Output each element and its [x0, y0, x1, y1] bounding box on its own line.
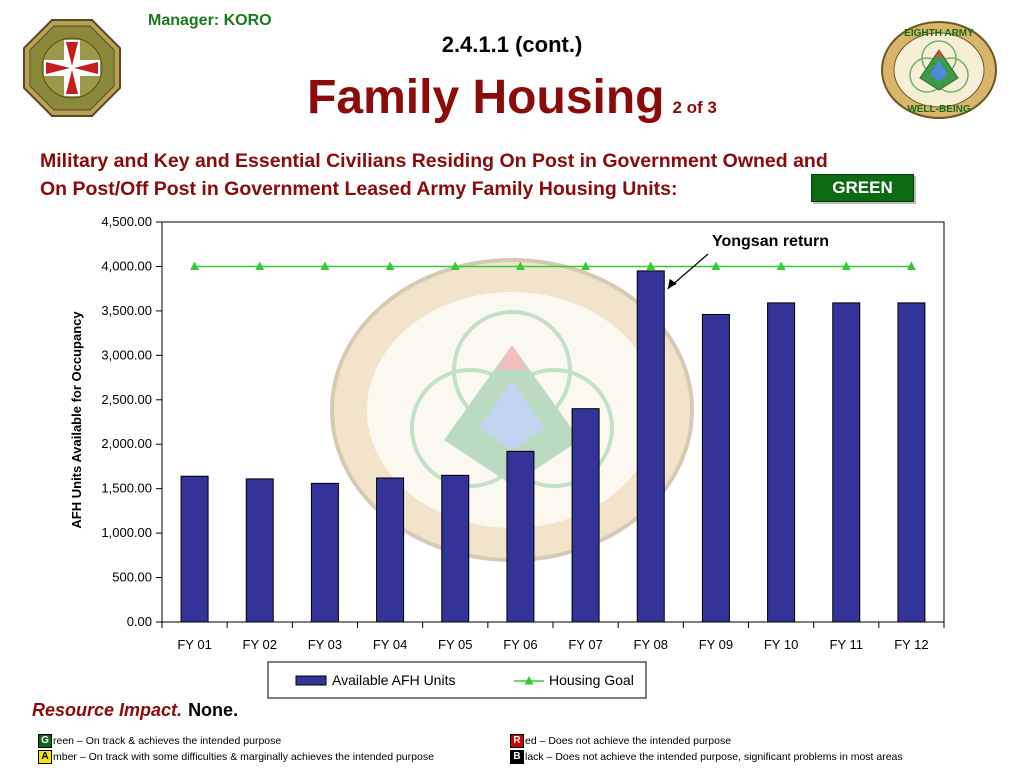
x-tick-label: FY 12 — [894, 637, 928, 652]
eighth-army-wellbeing-seal-icon: EIGHTH ARMY WELL-BEING — [881, 21, 997, 119]
y-tick-label: 3,000.00 — [101, 347, 152, 362]
status-badge: GREEN — [811, 174, 914, 202]
watermark-seal-icon — [330, 258, 694, 562]
legend-label: Available AFH Units — [332, 672, 455, 688]
status-key-letter: A — [38, 750, 52, 764]
x-tick-label: FY 03 — [308, 637, 342, 652]
y-tick-label: 2,500.00 — [101, 392, 152, 407]
annotation-label: Yongsan return — [712, 233, 829, 250]
page-indicator: 2 of 3 — [672, 98, 717, 117]
y-axis-label: AFH Units Available for Occupancy — [69, 311, 84, 529]
x-tick-label: FY 07 — [568, 637, 602, 652]
goal-marker — [646, 261, 656, 270]
goal-marker — [581, 261, 591, 270]
status-key-text: ed – Does not achieve the intended purpo… — [525, 735, 732, 747]
bar — [767, 302, 796, 623]
goal-marker — [255, 261, 265, 270]
goal-marker — [190, 261, 200, 270]
x-tick-label: FY 02 — [243, 637, 277, 652]
bar — [571, 408, 600, 623]
bar — [832, 302, 861, 623]
goal-marker — [906, 261, 916, 270]
status-key-text: reen – On track & achieves the intended … — [53, 735, 282, 747]
x-tick-label: FY 01 — [177, 637, 211, 652]
seal-top-text: EIGHTH ARMY — [904, 28, 974, 39]
legend-swatch-bar — [295, 675, 327, 686]
bar-chart: 0.00 500.00 1,000.00 1,500.00 2,000.00 2,500.… — [69, 214, 945, 699]
seal-bottom-text: WELL-BEING — [907, 104, 971, 115]
manager-label: Manager: KORO — [148, 12, 272, 29]
bar — [310, 482, 339, 623]
annotation-arrowhead — [667, 278, 677, 289]
resource-impact-value: None. — [188, 700, 239, 720]
status-key-letter: G — [38, 734, 52, 748]
x-tick-label: FY 11 — [830, 637, 863, 652]
bar — [441, 474, 470, 623]
goal-marker — [776, 261, 786, 270]
bar — [245, 478, 274, 623]
goal-marker — [320, 261, 330, 270]
subtitle-line-1: Military and Key and Essential Civilians… — [40, 150, 828, 172]
legend-label: Housing Goal — [549, 672, 634, 688]
x-tick-label: FY 05 — [438, 637, 472, 652]
page-title: Family Housing — [307, 71, 665, 124]
y-tick-label: 3,500.00 — [101, 303, 152, 318]
y-tick-label: 2,000.00 — [101, 436, 152, 451]
status-key-letter: B — [510, 750, 524, 764]
resource-impact: Resource Impact. None. — [32, 700, 238, 721]
x-tick-label: FY 10 — [764, 637, 798, 652]
goal-marker — [841, 261, 851, 270]
status-key-letter: R — [510, 734, 524, 748]
x-tick-label: FY 06 — [503, 637, 537, 652]
goal-marker — [450, 261, 460, 270]
bar — [636, 270, 665, 623]
status-key-text: lack – Does not achieve the intended pur… — [525, 751, 903, 763]
y-tick-label: 1,500.00 — [101, 481, 152, 496]
bar — [376, 477, 405, 623]
bar — [897, 302, 926, 623]
goal-marker — [515, 261, 525, 270]
legend-swatch-marker — [524, 676, 534, 685]
y-tick-label: 1,000.00 — [101, 525, 152, 540]
y-tick-label: 4,500.00 — [101, 214, 152, 229]
y-tick-label: 4,000.00 — [101, 258, 152, 273]
bar — [506, 450, 535, 623]
plot-area: 0.00 500.00 1,000.00 1,500.00 2,000.00 2,500.… — [101, 214, 945, 699]
bar — [701, 313, 730, 623]
x-tick-label: FY 08 — [634, 637, 668, 652]
octagon-shield-icon — [23, 19, 121, 117]
status-key-text: mber – On track with some difficulties &… — [53, 751, 434, 763]
y-tick-label: 500.00 — [112, 570, 152, 585]
subtitle-line-2: On Post/Off Post in Government Leased Ar… — [40, 178, 678, 200]
legend-box — [267, 661, 647, 699]
bar — [180, 475, 209, 623]
y-tick-label: 0.00 — [127, 614, 152, 629]
resource-impact-label: Resource Impact. — [32, 700, 183, 720]
chart-subtitle: Military and Key and Essential Civilians… — [40, 147, 990, 203]
goal-marker — [711, 261, 721, 270]
x-tick-label: FY 09 — [699, 637, 733, 652]
title-block: Family Housing 2 of 3 — [0, 70, 1024, 125]
section-number: 2.4.1.1 (cont.) — [441, 32, 583, 57]
x-tick-label: FY 04 — [373, 637, 407, 652]
goal-marker — [385, 261, 395, 270]
